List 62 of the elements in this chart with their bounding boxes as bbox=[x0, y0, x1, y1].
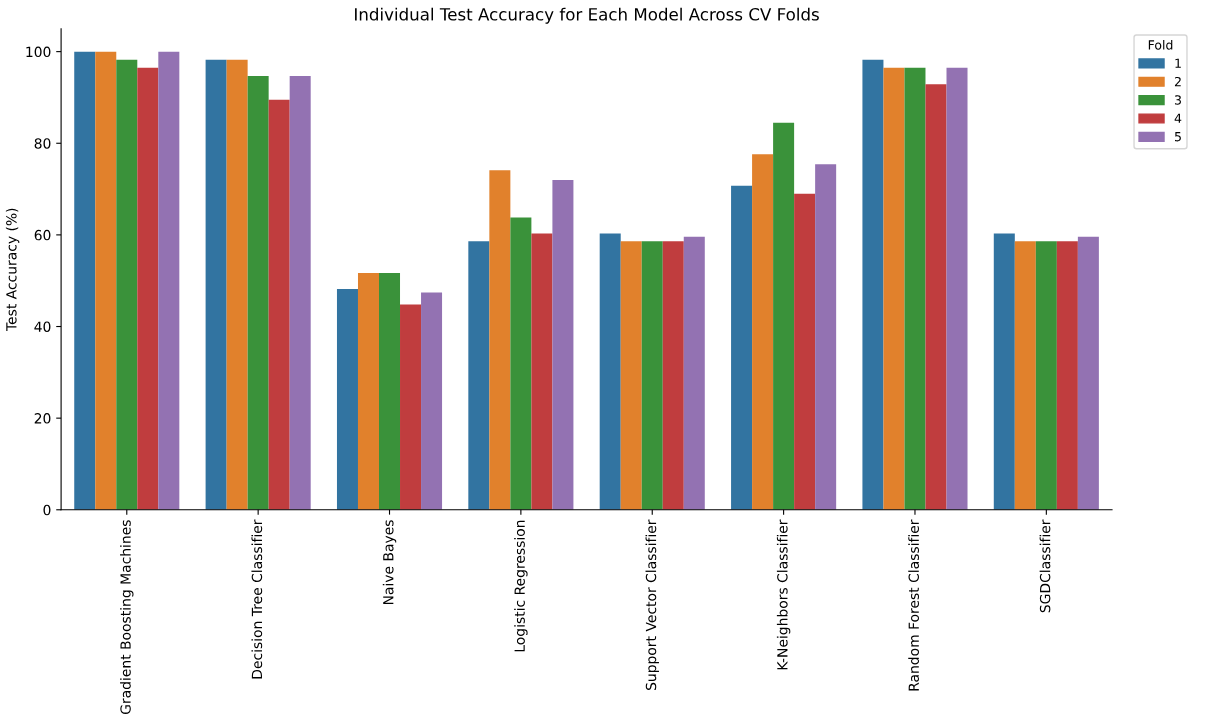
bar bbox=[683, 236, 705, 510]
bar bbox=[379, 272, 401, 510]
bar bbox=[815, 164, 837, 510]
x-tick-label: Gradient Boosting Machines bbox=[120, 520, 134, 715]
y-tick-label: 0 bbox=[43, 504, 51, 516]
bar bbox=[773, 122, 795, 510]
legend-label: 3 bbox=[1174, 95, 1181, 105]
x-tick-label: SGDClassifier bbox=[1039, 519, 1051, 613]
bar bbox=[95, 51, 117, 510]
bar bbox=[116, 59, 138, 510]
chart-title: Individual Test Accuracy for Each Model Across CV Folds bbox=[355, 7, 819, 24]
y-tick-label: 100 bbox=[26, 46, 51, 58]
y-tick-label: 20 bbox=[34, 413, 51, 424]
bar bbox=[1077, 236, 1099, 510]
bar bbox=[662, 241, 684, 510]
bar bbox=[468, 241, 490, 510]
bar bbox=[247, 75, 269, 510]
bar bbox=[336, 288, 358, 510]
bar bbox=[599, 233, 621, 510]
bar bbox=[1014, 241, 1036, 510]
bar bbox=[862, 59, 884, 510]
bar bbox=[421, 292, 443, 510]
y-tick-label: 80 bbox=[34, 138, 51, 149]
bar bbox=[731, 185, 753, 510]
legend-label: 5 bbox=[1175, 132, 1181, 142]
bar bbox=[268, 99, 290, 510]
legend-title: Fold bbox=[1148, 39, 1173, 50]
y-tick-label: 40 bbox=[34, 321, 51, 332]
bar bbox=[752, 154, 774, 510]
bar bbox=[74, 51, 96, 510]
bar bbox=[357, 272, 379, 510]
bar bbox=[531, 233, 553, 510]
legend-label: 1 bbox=[1175, 58, 1181, 68]
bar bbox=[1056, 241, 1078, 510]
bar bbox=[400, 304, 422, 510]
x-tick-label: Decision Tree Classifier bbox=[251, 519, 263, 679]
bar bbox=[137, 67, 159, 510]
bar bbox=[510, 217, 532, 510]
bar bbox=[552, 179, 574, 510]
x-tick-label: Logistic Regression bbox=[514, 520, 528, 652]
y-axis-title: Test Accuracy (%) bbox=[5, 208, 20, 332]
legend-label: 2 bbox=[1174, 76, 1181, 87]
bar bbox=[946, 67, 968, 510]
x-tick-label: Naive Bayes bbox=[382, 520, 397, 605]
x-tick-label: Support Vector Classifier bbox=[645, 519, 659, 690]
x-tick-label: K-Neighbors Classifier bbox=[776, 519, 791, 670]
bar bbox=[904, 67, 926, 510]
bar bbox=[1035, 241, 1057, 510]
bar bbox=[620, 241, 642, 510]
bar bbox=[993, 233, 1015, 510]
legend-label: 4 bbox=[1174, 113, 1182, 123]
bar bbox=[489, 170, 511, 510]
bar bbox=[794, 193, 816, 510]
bar bbox=[205, 59, 227, 510]
y-tick-label: 60 bbox=[34, 229, 51, 241]
x-tick-label: Random Forest Classifier bbox=[908, 519, 919, 691]
bar bbox=[289, 75, 311, 510]
bar bbox=[925, 84, 947, 510]
bar bbox=[883, 67, 905, 510]
bar bbox=[641, 241, 663, 510]
bar bbox=[158, 51, 180, 510]
bar bbox=[226, 59, 248, 510]
